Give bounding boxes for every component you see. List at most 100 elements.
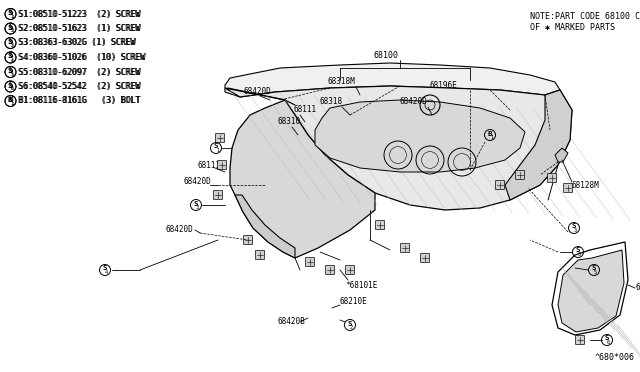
Text: 3: 3 [11,44,14,48]
Text: S1:08510-51223  (2) SCREW: S1:08510-51223 (2) SCREW [19,10,141,19]
Text: 1: 1 [11,14,13,19]
Text: S: S [103,266,108,272]
Text: 68310: 68310 [278,118,301,126]
Polygon shape [558,250,624,332]
Text: S: S [8,10,12,16]
FancyBboxPatch shape [346,266,355,275]
Text: S: S [8,51,13,61]
Text: ^680*006: ^680*006 [595,353,635,362]
Text: 68100: 68100 [373,51,398,60]
Text: 2: 2 [11,29,14,33]
Text: S: S [8,25,12,31]
Text: S5:08310-62097  (2) SCREW: S5:08310-62097 (2) SCREW [18,67,140,77]
Text: 3: 3 [11,43,13,48]
Text: 1: 1 [11,15,14,19]
Text: S: S [592,266,596,272]
Text: 3: 3 [574,228,577,233]
Text: S: S [8,8,13,17]
Polygon shape [225,63,560,97]
Text: S3:08363-6302G (1) SCREW: S3:08363-6302G (1) SCREW [18,38,135,48]
Text: S2:08510-51623  (1) SCREW: S2:08510-51623 (1) SCREW [18,24,140,33]
Text: S6:08540-52542  (2) SCREW: S6:08540-52542 (2) SCREW [19,82,141,91]
Text: S: S [8,54,12,60]
FancyBboxPatch shape [547,173,557,183]
Polygon shape [315,100,525,172]
Text: B: B [8,97,12,103]
Text: S: S [572,224,576,230]
Text: 5: 5 [11,73,14,77]
FancyBboxPatch shape [243,235,253,244]
Text: 5: 5 [11,72,13,77]
Text: 6: 6 [607,340,610,345]
Text: S5:08310-62097  (2) SCREW: S5:08310-62097 (2) SCREW [19,67,141,77]
Polygon shape [230,100,375,258]
Text: 1: 1 [490,135,493,140]
Text: 4: 4 [105,270,108,275]
Text: S: S [8,66,13,75]
Text: B: B [8,95,13,104]
Text: S3:08363-6302G (1) SCREW: S3:08363-6302G (1) SCREW [19,38,136,48]
Text: S: S [214,144,218,150]
FancyBboxPatch shape [495,180,504,189]
Text: 68111: 68111 [293,106,316,115]
Text: 6: 6 [11,87,14,92]
Polygon shape [235,195,295,258]
Text: S: S [8,37,13,46]
FancyBboxPatch shape [216,134,225,142]
Text: OF ✱ MARKED PARTS: OF ✱ MARKED PARTS [530,23,615,32]
Text: S4:08360-51026  (10) SCREW: S4:08360-51026 (10) SCREW [19,53,146,62]
Text: 5: 5 [594,270,597,275]
Text: S6:08540-52542  (2) SCREW: S6:08540-52542 (2) SCREW [18,82,140,91]
Text: S: S [576,247,580,253]
FancyBboxPatch shape [305,257,314,266]
Text: S4:08360-51026  (10) SCREW: S4:08360-51026 (10) SCREW [18,53,145,62]
Text: S: S [8,39,12,45]
FancyBboxPatch shape [515,170,525,180]
Text: 1: 1 [11,102,14,106]
Text: 68420D: 68420D [166,225,194,234]
Text: S: S [194,201,198,206]
Text: 68196E: 68196E [430,80,458,90]
Text: 68420D: 68420D [243,87,271,96]
Text: *68101E: *68101E [345,280,378,289]
Text: B1:08116-8161G   (3) BOLT: B1:08116-8161G (3) BOLT [19,96,141,106]
Text: 2: 2 [11,29,13,33]
Text: S: S [8,68,12,74]
Text: 68318: 68318 [320,97,343,106]
FancyBboxPatch shape [401,244,410,253]
FancyBboxPatch shape [420,253,429,263]
Text: 68111: 68111 [198,160,221,170]
Text: 68210E: 68210E [340,298,368,307]
FancyBboxPatch shape [214,190,223,199]
Text: S: S [8,80,13,90]
Text: 68420: 68420 [635,283,640,292]
Text: 3: 3 [196,205,199,210]
FancyBboxPatch shape [376,221,385,230]
Text: 4: 4 [11,58,14,62]
FancyBboxPatch shape [218,160,227,170]
FancyBboxPatch shape [255,250,264,260]
Text: 3: 3 [578,252,581,257]
Text: 68318M: 68318M [328,77,356,87]
Polygon shape [555,148,568,162]
Text: NOTE:PART CODE 68100 CONSISTS: NOTE:PART CODE 68100 CONSISTS [530,12,640,21]
Text: 4: 4 [11,58,13,62]
Text: 68420D: 68420D [183,177,211,186]
Text: 6: 6 [11,87,13,92]
FancyBboxPatch shape [326,266,335,275]
Text: 68420D: 68420D [400,97,428,106]
Text: B: B [488,131,492,137]
Text: S: S [8,83,12,89]
Text: S: S [348,321,352,327]
Text: S: S [605,336,609,341]
Text: S1:08510-51223  (2) SCREW: S1:08510-51223 (2) SCREW [18,10,140,19]
FancyBboxPatch shape [563,183,573,192]
Text: S: S [8,22,13,32]
Text: 1: 1 [11,101,13,106]
Text: 68420B: 68420B [278,317,306,327]
Polygon shape [225,86,572,210]
Text: S2:08510-51623  (1) SCREW: S2:08510-51623 (1) SCREW [19,24,141,33]
FancyBboxPatch shape [575,336,584,344]
Text: B1:08116-8161G   (3) BOLT: B1:08116-8161G (3) BOLT [18,96,140,106]
Text: 1: 1 [216,148,219,153]
